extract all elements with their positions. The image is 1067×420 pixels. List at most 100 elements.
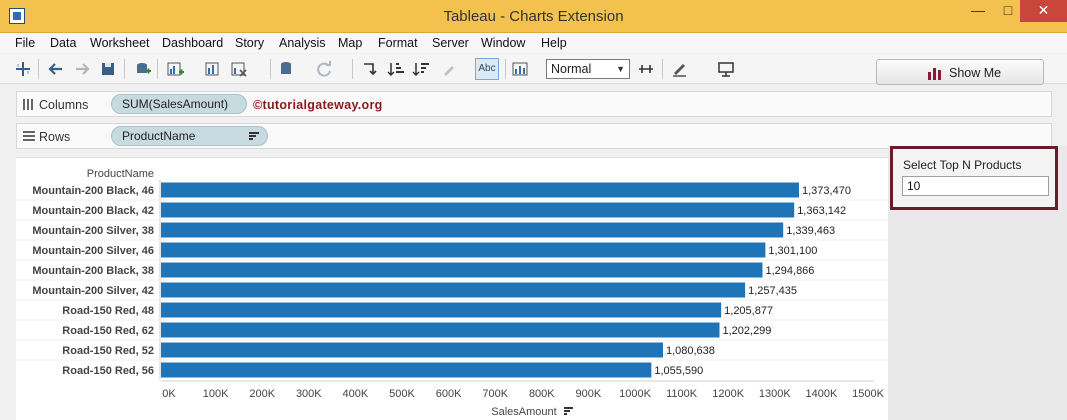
annotate-pen-icon[interactable] [671,60,689,78]
data-label: 1,080,638 [666,345,715,357]
duplicate-sheet-icon[interactable] [204,60,222,78]
category-label: Road-150 Red, 52 [62,345,154,357]
refresh-icon[interactable] [315,60,333,78]
bar [161,182,799,198]
category-label: Mountain-200 Black, 38 [32,265,154,277]
watermark-text: ©tutorialgateway.org [253,98,383,112]
sort-indicator-icon [249,132,259,140]
data-label: 1,257,435 [748,285,797,297]
menu-dashboard[interactable]: Dashboard [162,36,224,50]
bar [161,282,746,298]
category-label: Mountain-200 Silver, 42 [32,285,154,297]
rows-icon [23,131,35,141]
view-cards-icon[interactable] [511,60,529,78]
top-n-parameter-control: Select Top N Products 10 [890,146,1058,210]
rows-shelf[interactable]: Rows ProductName [16,123,1052,149]
rows-label: Rows [39,130,71,144]
fit-dropdown[interactable]: Normal ▼ [546,59,630,79]
x-tick-label: 0K [162,388,176,400]
category-label: Mountain-200 Black, 46 [32,185,154,197]
bar [161,222,784,238]
bar [161,242,766,258]
new-worksheet-icon[interactable] [166,60,184,78]
window-title: Tableau - Charts Extension [443,8,624,25]
menu-analysis[interactable]: Analysis [279,36,326,50]
data-label: 1,055,590 [654,365,703,377]
data-label: 1,301,100 [768,245,817,257]
menu-server[interactable]: Server [432,36,469,50]
pause-updates-icon[interactable] [278,60,296,78]
menu-map[interactable]: Map [338,36,363,50]
minimize-button[interactable]: — [971,2,985,18]
x-tick-label: 200K [249,388,275,400]
category-label: Mountain-200 Silver, 38 [32,225,154,237]
fit-dropdown-value: Normal [551,62,592,76]
new-data-source-icon[interactable] [134,60,152,78]
x-axis-title: SalesAmount [491,406,556,418]
bar [161,202,795,218]
x-tick-label: 800K [529,388,555,400]
x-tick-label: 700K [482,388,508,400]
swap-rows-columns-icon[interactable] [361,60,379,78]
columns-shelf[interactable]: Columns SUM(SalesAmount) ©tutorialgatewa… [16,91,1052,117]
fix-axes-icon[interactable] [637,60,655,78]
x-tick-label: 1500K [852,388,884,400]
tableau-app-icon [9,8,25,24]
parameter-title: Select Top N Products [903,158,1022,172]
data-label: 1,373,470 [802,185,851,197]
columns-label: Columns [39,98,89,112]
columns-pill-label: SUM(SalesAmount) [122,97,229,111]
show-me-button[interactable]: Show Me [876,59,1044,85]
sort-icon[interactable] [564,407,573,415]
category-label: Road-150 Red, 62 [62,325,154,337]
tableau-logo-icon[interactable] [14,60,32,78]
columns-icon [23,99,33,110]
data-label: 1,339,463 [786,225,835,237]
top-n-input[interactable]: 10 [902,176,1049,196]
x-tick-label: 1100K [666,388,698,400]
show-me-label: Show Me [949,66,1002,80]
title-bar: Tableau - Charts Extension — □ ✕ [0,0,1067,33]
category-label: Mountain-200 Black, 42 [32,205,154,217]
x-tick-label: 1000K [619,388,651,400]
menu-data[interactable]: Data [50,36,77,50]
clear-sheet-icon[interactable] [230,60,248,78]
menu-format[interactable]: Format [378,36,418,50]
bar [161,322,720,338]
data-label: 1,202,299 [722,325,771,337]
sort-descending-icon[interactable] [412,60,430,78]
productname-pill[interactable]: ProductName [111,126,268,146]
x-tick-label: 600K [436,388,462,400]
bar [161,362,652,378]
menu-window[interactable]: Window [481,36,526,50]
x-tick-label: 100K [203,388,229,400]
x-tick-label: 500K [389,388,415,400]
row-header-label: ProductName [87,168,154,180]
chevron-down-icon: ▼ [616,64,625,74]
bar [161,302,722,318]
bar-chart: ProductName Mountain-200 Black, 46 1,373,4… [16,168,888,418]
bar [161,262,763,278]
rows-pill-label: ProductName [122,129,196,143]
category-label: Road-150 Red, 48 [62,305,154,317]
x-tick-label: 1400K [805,388,837,400]
bar-chart-icon [928,68,941,80]
sort-ascending-icon[interactable] [387,60,405,78]
close-button[interactable]: ✕ [1020,0,1067,22]
x-tick-label: 1200K [712,388,744,400]
menu-file[interactable]: File [15,36,36,50]
x-tick-label: 900K [576,388,602,400]
save-icon[interactable] [99,60,117,78]
menu-bar: File Data Worksheet Dashboard Story Anal… [0,33,1067,53]
sum-salesamount-pill[interactable]: SUM(SalesAmount) [111,94,247,114]
maximize-button[interactable]: □ [1003,2,1013,18]
back-arrow-icon[interactable] [47,60,65,78]
show-mark-labels-button[interactable]: Abc [475,58,499,80]
menu-worksheet[interactable]: Worksheet [90,36,150,50]
chart-area: ProductName Mountain-200 Black, 46 1,373,4… [16,157,888,420]
menu-story[interactable]: Story [235,36,265,50]
highlight-icon[interactable] [440,60,458,78]
forward-arrow-icon[interactable] [73,60,91,78]
presentation-mode-icon[interactable] [717,60,735,78]
menu-help[interactable]: Help [541,36,567,50]
